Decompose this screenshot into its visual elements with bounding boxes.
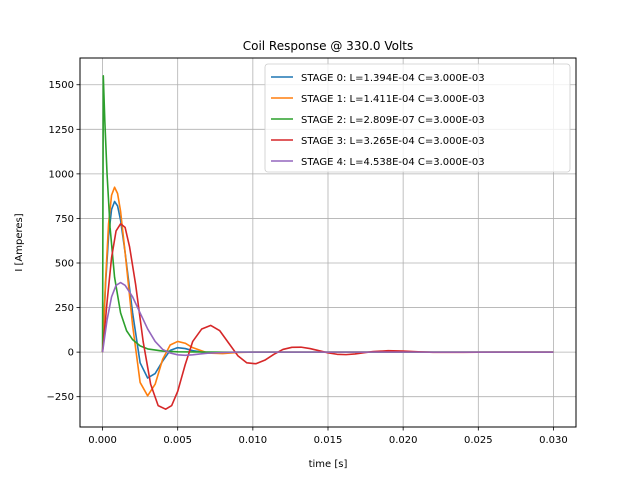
y-tick-label: −250 — [47, 392, 74, 403]
x-tick-label: 0.025 — [464, 435, 493, 446]
legend-entry: STAGE 0: L=1.394E-04 C=3.000E-03 — [301, 73, 485, 84]
x-tick-label: 0.010 — [239, 435, 268, 446]
y-tick-label: 500 — [55, 259, 74, 270]
y-axis-label: I [Amperes] — [14, 213, 25, 271]
x-tick-label: 0.030 — [539, 435, 568, 446]
x-tick-label: 0.015 — [314, 435, 343, 446]
chart-title: Coil Response @ 330.0 Volts — [243, 39, 414, 53]
x-axis-ticks: 0.000 0.005 0.010 0.015 0.020 0.025 0.030 — [88, 427, 568, 446]
y-tick-label: 250 — [55, 303, 74, 314]
x-tick-label: 0.020 — [389, 435, 418, 446]
series-line-stage-4 — [101, 281, 554, 357]
legend-box — [264, 63, 571, 173]
y-tick-label: 1000 — [49, 169, 74, 180]
legend-entry: STAGE 3: L=3.265E-04 C=3.000E-03 — [301, 136, 485, 147]
x-axis-label: time [s] — [309, 459, 348, 470]
x-tick-label: 0.000 — [88, 435, 117, 446]
legend-entry: STAGE 1: L=1.411E-04 C=3.000E-03 — [301, 94, 485, 105]
x-tick-label: 0.005 — [163, 435, 192, 446]
plot-area — [101, 75, 554, 410]
series-line-stage-3 — [101, 222, 554, 410]
y-axis-ticks: −250 0 250 500 750 1000 1250 1500 — [47, 80, 80, 403]
legend-entry: STAGE 4: L=4.538E-04 C=3.000E-03 — [301, 157, 485, 168]
y-tick-label: 1250 — [49, 125, 74, 136]
y-tick-label: 0 — [68, 348, 74, 359]
legend: STAGE 0: L=1.394E-04 C=3.000E-03 STAGE 1:… — [264, 63, 571, 173]
y-tick-label: 1500 — [49, 80, 74, 91]
legend-entry: STAGE 2: L=2.809E-07 C=3.000E-03 — [301, 115, 485, 126]
y-tick-label: 750 — [55, 214, 74, 225]
series-lines — [101, 75, 554, 410]
